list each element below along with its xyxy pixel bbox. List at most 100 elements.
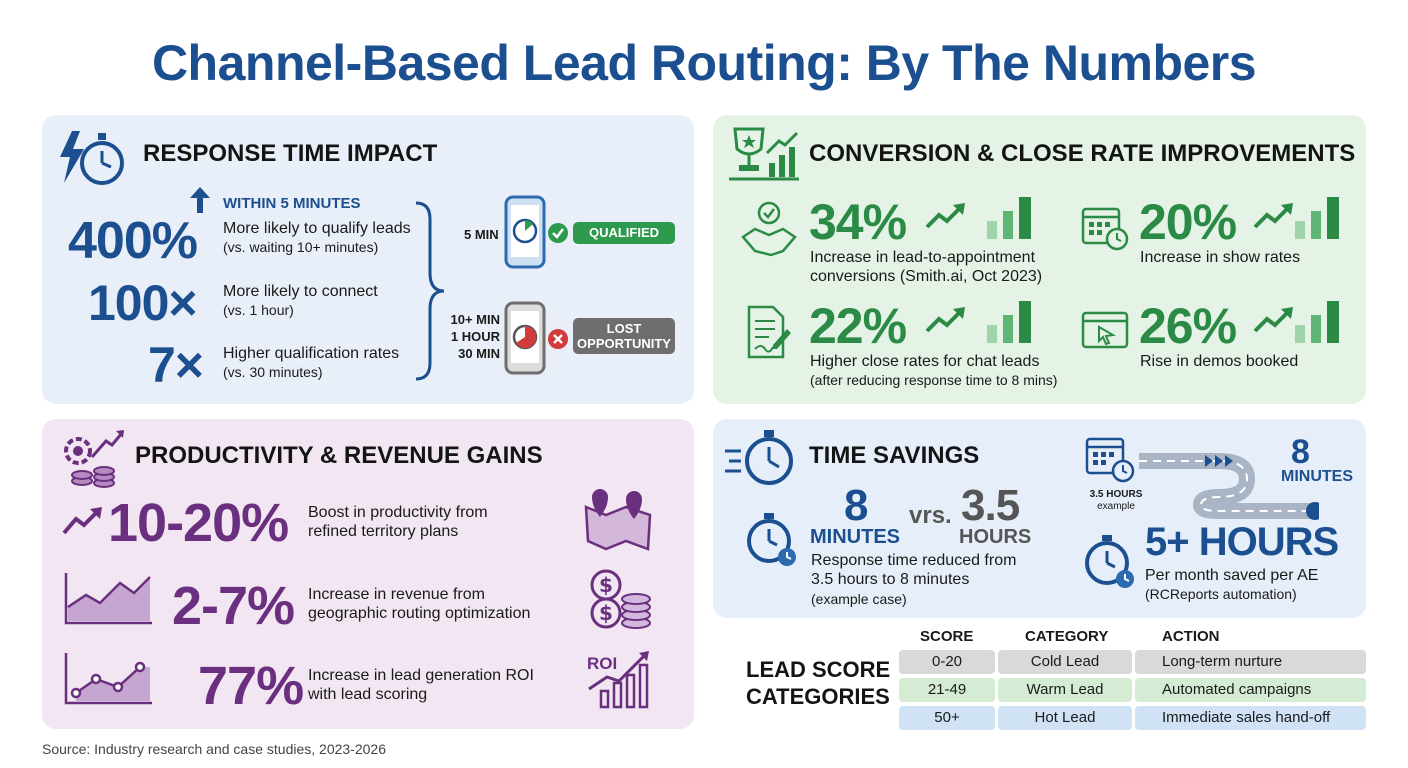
- dollar-coins-icon: $ $: [590, 569, 651, 629]
- productivity-panel: PRODUCTIVITY & REVENUE GAINS 10-20% Boos…: [42, 419, 694, 729]
- bar-chart-icon: [987, 197, 1031, 239]
- document-pen-icon: [747, 305, 791, 359]
- response-time-panel: RESPONSE TIME IMPACT WITHIN 5 MINUTES 40…: [42, 115, 694, 404]
- handshake-icon: [741, 201, 797, 257]
- lightning-stopwatch-icon: [60, 131, 124, 185]
- conv-22-value: 22%: [809, 298, 907, 354]
- trend-up-arrow-icon: [1253, 307, 1293, 333]
- calendar-clock-icon: [1085, 437, 1135, 483]
- conv-26-value: 26%: [1139, 298, 1237, 354]
- lost-opportunity-badge: LOST OPPORTUNITY: [573, 318, 675, 354]
- conv-22-text-2: (after reducing response time to 8 mins): [810, 372, 1058, 388]
- stat-100x-value: 100×: [88, 275, 198, 331]
- prod-77-value: 77%: [198, 656, 304, 716]
- road-8-number: 8: [1291, 433, 1310, 471]
- winding-road-icon: [1139, 453, 1319, 520]
- conv-34-text-1: Increase in lead-to-appointment: [810, 249, 1036, 266]
- time-3-5-number: 3.5: [961, 481, 1020, 530]
- cell-action: Long-term nurture: [1135, 650, 1366, 674]
- phone2-label-3: 30 MIN: [458, 346, 500, 361]
- time-text-1: Response time reduced from: [811, 552, 1017, 569]
- column-header-category: CATEGORY: [1025, 628, 1109, 645]
- stat-7x-value: 7×: [148, 337, 204, 393]
- stat-7x-text: Higher qualification rates: [223, 345, 400, 362]
- time-3-5-unit: HOURS: [959, 526, 1032, 548]
- line-chart-icon: [64, 653, 152, 705]
- page-title: Channel-Based Lead Routing: By The Numbe…: [151, 35, 1257, 91]
- prod-2-7-text-1: Increase in revenue from: [308, 586, 485, 603]
- prod-77-text-1: Increase in lead generation ROI: [308, 667, 534, 684]
- lost-label-2: OPPORTUNITY: [577, 336, 671, 351]
- stopwatch-clock-icon: [1085, 535, 1134, 588]
- phone-icon: [504, 195, 546, 269]
- phone2-label-2: 1 HOUR: [450, 329, 500, 344]
- qualified-badge: QUALIFIED: [573, 222, 675, 244]
- bar-chart-icon: [987, 301, 1031, 343]
- trend-up-arrow-icon: [925, 307, 965, 333]
- arrow-up-icon: [190, 187, 210, 213]
- prod-2-7-value: 2-7%: [172, 576, 295, 636]
- browser-cursor-icon: [1081, 311, 1129, 349]
- cell-score: 0-20: [899, 650, 995, 674]
- conv-34-value: 34%: [809, 194, 907, 250]
- calendar-example-label: example: [1097, 501, 1135, 512]
- conv-20-text: Increase in show rates: [1140, 249, 1301, 266]
- prod-10-20-text-2: refined territory plans: [308, 523, 459, 540]
- stopwatch-clock-icon: [747, 513, 796, 566]
- time-text-2: 3.5 hours to 8 minutes: [811, 571, 970, 588]
- lead-score-title: LEAD SCORE CATEGORIES: [746, 656, 890, 710]
- curly-brace: [415, 201, 445, 381]
- conv-26-text: Rise in demos booked: [1140, 353, 1299, 370]
- cell-action: Automated campaigns: [1135, 678, 1366, 702]
- conv-34-text-2: conversions (Smith.ai, Oct 2023): [810, 268, 1043, 285]
- svg-text:$: $: [599, 601, 613, 625]
- source-note: Source: Industry research and case studi…: [42, 741, 386, 757]
- productivity-heading: PRODUCTIVITY & REVENUE GAINS: [135, 442, 543, 469]
- roi-chart-icon: [588, 651, 649, 709]
- time-8-unit: MINUTES: [810, 526, 900, 548]
- lost-label-1: LOST: [606, 321, 642, 336]
- gear-coins-icon: [64, 430, 124, 488]
- prod-2-7-text-2: geographic routing optimization: [308, 605, 531, 622]
- conversion-panel: CONVERSION & CLOSE RATE IMPROVEMENTS 34%…: [713, 115, 1366, 404]
- hours-saved-text-2: (RCReports automation): [1145, 586, 1297, 602]
- cell-category: Cold Lead: [998, 650, 1132, 674]
- bar-chart-icon: [1295, 301, 1339, 343]
- hours-saved-value: 5+ HOURS: [1145, 520, 1339, 564]
- prod-77-text-2: with lead scoring: [308, 686, 428, 703]
- check-circle-icon: [548, 223, 568, 243]
- road-minutes-unit: MINUTES: [1281, 468, 1353, 485]
- stat-400-text: More likely to qualify leads: [223, 220, 411, 237]
- bar-chart-icon: [1295, 197, 1339, 239]
- trophy-chart-icon: [729, 127, 799, 181]
- trend-up-arrow-icon: [1253, 203, 1293, 229]
- area-chart-icon: [64, 573, 152, 625]
- phone2-label-1: 10+ MIN: [450, 312, 501, 327]
- lead-score-title-1: LEAD SCORE: [746, 657, 891, 682]
- within-five-minutes-label: WITHIN 5 MINUTES: [223, 195, 361, 212]
- conv-20-value: 20%: [1139, 194, 1237, 250]
- stat-100x-sub: (vs. 1 hour): [223, 302, 294, 318]
- hours-saved-text-1: Per month saved per AE: [1145, 567, 1319, 584]
- prod-10-20-text-1: Boost in productivity from: [308, 504, 488, 521]
- cell-score: 21-49: [899, 678, 995, 702]
- calendar-clock-icon: [1081, 207, 1129, 251]
- conversion-heading: CONVERSION & CLOSE RATE IMPROVEMENTS: [809, 140, 1356, 167]
- stat-100x-text: More likely to connect: [223, 283, 378, 300]
- roi-label: ROI: [587, 654, 618, 673]
- lead-score-title-2: CATEGORIES: [746, 684, 890, 709]
- phone-icon: [504, 301, 546, 375]
- phone2-labels: 10+ MIN 1 HOUR 30 MIN: [450, 311, 501, 362]
- x-circle-icon: [548, 329, 568, 349]
- column-header-score: SCORE: [920, 628, 974, 645]
- time-savings-panel: TIME SAVINGS 8 MINUTES vrs. 3.5 HOURS Re…: [713, 419, 1366, 618]
- stat-400-value: 400%: [68, 212, 198, 270]
- conv-22-text-1: Higher close rates for chat leads: [810, 353, 1040, 370]
- trend-up-arrow-icon: [925, 203, 965, 229]
- cell-category: Warm Lead: [998, 678, 1132, 702]
- stat-400-sub: (vs. waiting 10+ minutes): [223, 239, 379, 255]
- fast-stopwatch-icon: [725, 430, 793, 485]
- svg-text:$: $: [599, 573, 613, 597]
- map-pins-icon: [584, 489, 652, 551]
- cell-action: Immediate sales hand-off: [1135, 706, 1366, 730]
